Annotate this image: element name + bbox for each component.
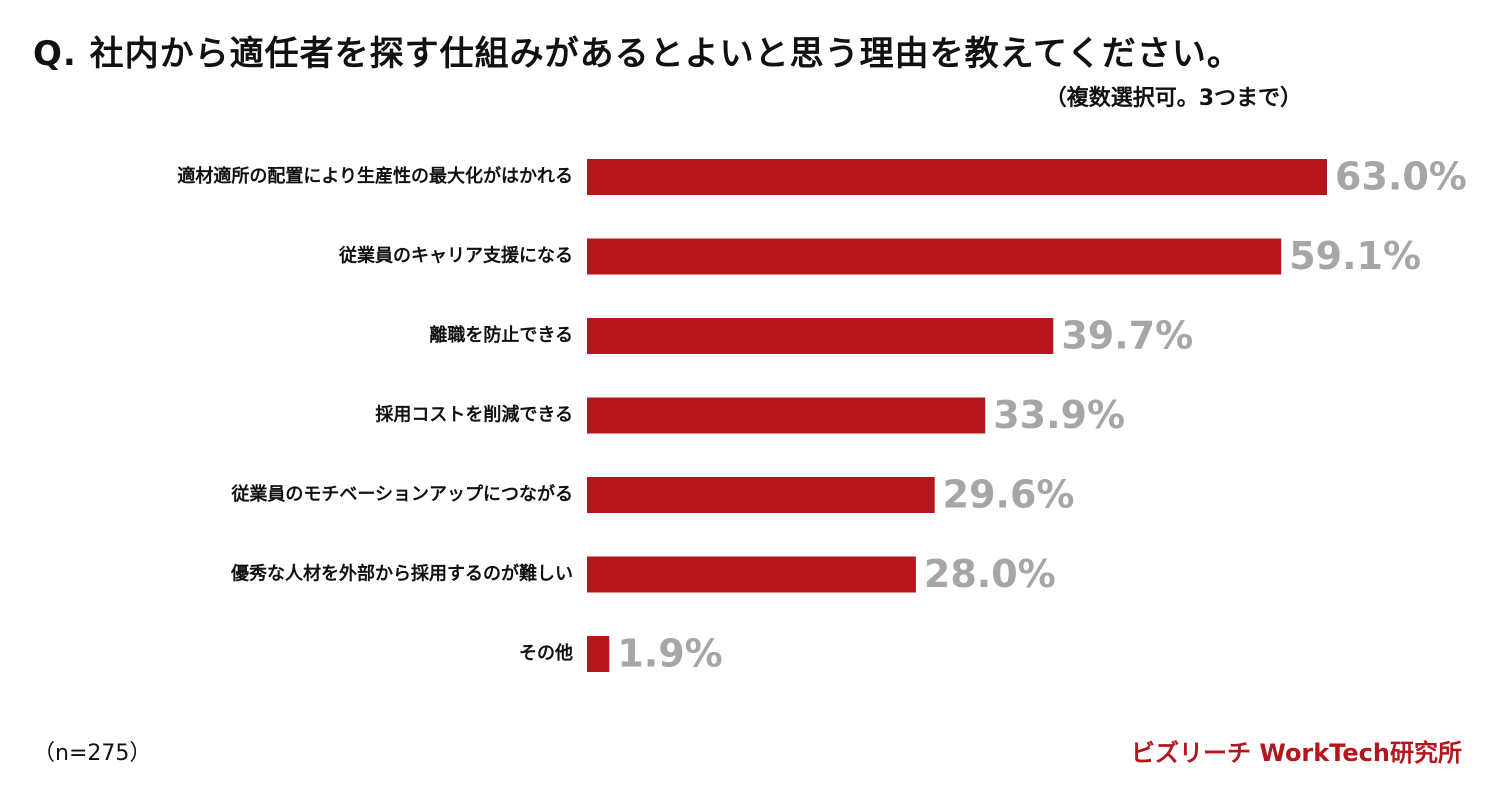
category-label: 採用コストを削減できる	[375, 404, 573, 426]
value-label: 39.7%	[1061, 314, 1193, 358]
chart-title: Q. 社内から適任者を探す仕組みがあるとよいと思う理由を教えてください。	[33, 34, 1242, 74]
bar	[587, 318, 1054, 354]
bar	[587, 636, 610, 672]
sample-size-note: （n=275）	[33, 741, 152, 766]
bar	[587, 397, 986, 434]
chart-subtitle: （複数選択可。3つまで）	[1044, 86, 1302, 111]
bar	[587, 159, 1327, 195]
category-label: 従業員のモチベーションアップにつながる	[230, 483, 573, 505]
bar	[587, 477, 935, 513]
brand-credit: ビズリーチ WorkTech研究所	[1130, 739, 1462, 767]
value-label: 63.0%	[1335, 155, 1467, 199]
value-label: 29.6%	[943, 473, 1075, 517]
category-label: 従業員のキャリア支援になる	[338, 245, 573, 267]
value-label: 59.1%	[1289, 234, 1421, 278]
bar	[587, 238, 1282, 275]
category-label: 離職を防止できる	[429, 324, 573, 346]
category-label: 適材適所の配置により生産性の最大化がはかれる	[177, 165, 573, 187]
bar	[587, 556, 916, 593]
value-label: 33.9%	[993, 393, 1125, 437]
category-label: 優秀な人材を外部から採用するのが難しい	[230, 563, 573, 585]
value-label: 1.9%	[617, 632, 722, 676]
value-label: 28.0%	[924, 552, 1056, 596]
category-label: その他	[519, 642, 573, 664]
